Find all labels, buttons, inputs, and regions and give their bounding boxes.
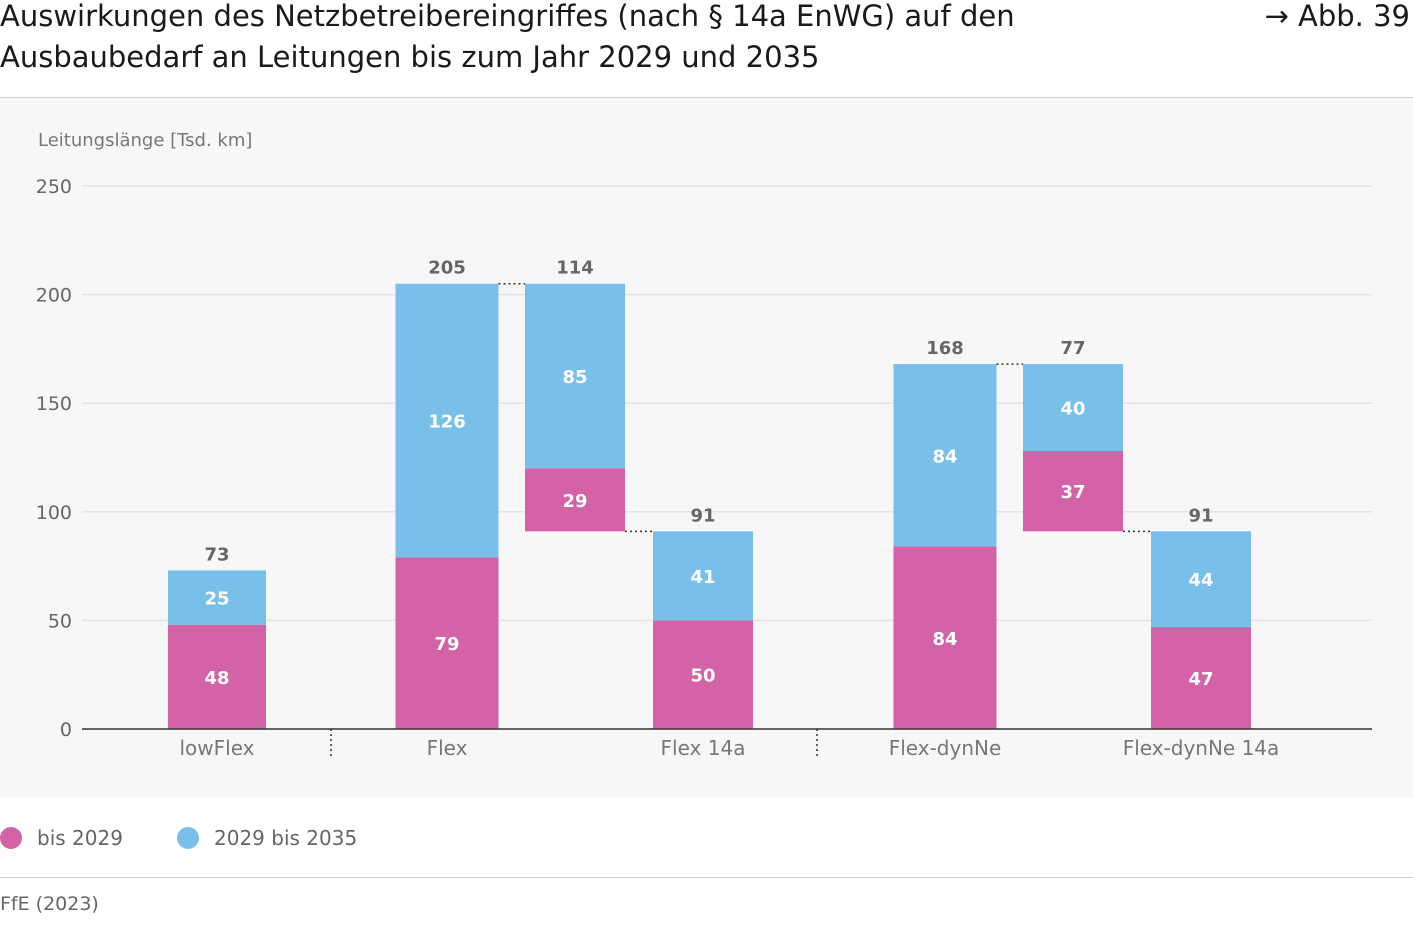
chart-canvas: Leitungslänge [Tsd. km] 0 50 100 150 200 250 48… — [36, 130, 1372, 760]
x-category-label: Flex 14a — [661, 736, 746, 760]
data-label-2029-bis-2035: 41 — [690, 567, 715, 588]
data-label-2029-bis-2035: 126 — [428, 412, 466, 433]
data-label-2029-bis-2035: 44 — [1188, 570, 1213, 591]
data-label-2029-bis-2035: 84 — [932, 446, 957, 467]
bar-segment-bis-2029 — [893, 546, 997, 729]
x-category-label: Flex-dynNe — [889, 736, 1002, 760]
chart-title: Auswirkungen des Netzbetreibereingriffes… — [0, 0, 1150, 78]
chart-title-line-1: Auswirkungen des Netzbetreibereingriffes… — [0, 0, 1015, 33]
legend-item-2029-bis-2035: 2029 bis 2035 — [177, 826, 357, 850]
data-label-bis-2029: 47 — [1188, 669, 1213, 690]
x-category-label: Flex — [427, 736, 468, 760]
x-category-label: Flex-dynNe 14a — [1123, 736, 1280, 760]
bar-segment-2029-bis-2035 — [1023, 364, 1123, 451]
y-tick-label: 150 — [36, 393, 72, 415]
bar-segment-bis-2029 — [395, 557, 499, 729]
y-tick-label: 100 — [36, 502, 72, 524]
y-tick-label: 0 — [60, 719, 72, 741]
header-divider — [0, 97, 1413, 98]
y-tick-label: 200 — [36, 285, 72, 307]
bar-segment-bis-2029 — [1023, 450, 1123, 532]
y-axis-label: Leitungslänge [Tsd. km] — [38, 130, 252, 151]
bar-segment-2029-bis-2035 — [1151, 531, 1251, 627]
data-label-bis-2029: 29 — [562, 491, 587, 512]
x-category-label: lowFlex — [180, 736, 255, 760]
bar-total-label: 114 — [556, 258, 594, 279]
data-label-2029-bis-2035: 85 — [562, 367, 587, 388]
footer-divider — [0, 877, 1413, 878]
data-label-bis-2029: 79 — [434, 634, 459, 655]
data-label-2029-bis-2035: 40 — [1060, 399, 1085, 420]
bar-segment-2029-bis-2035 — [168, 570, 266, 625]
bar-segment-2029-bis-2035 — [653, 531, 753, 621]
legend-label-bis-2029: bis 2029 — [37, 826, 123, 850]
figure-reference-link[interactable]: → Abb. 39 — [1264, 0, 1410, 33]
bar-segment-bis-2029 — [1151, 626, 1251, 729]
y-tick-label: 250 — [36, 176, 72, 198]
bar-total-label: 77 — [1060, 338, 1085, 359]
bar-total-label: 205 — [428, 258, 466, 279]
data-label-bis-2029: 50 — [690, 666, 715, 687]
bar-total-label: 91 — [690, 505, 715, 526]
data-label-bis-2029: 48 — [204, 668, 229, 689]
bar-total-label: 91 — [1188, 505, 1213, 526]
bar-total-label: 73 — [204, 544, 229, 565]
bar-segment-2029-bis-2035 — [893, 364, 997, 547]
y-tick-label: 50 — [48, 610, 72, 632]
legend-swatch-2029-bis-2035 — [177, 827, 199, 849]
legend-item-bis-2029: bis 2029 — [0, 826, 123, 850]
bar-total-label: 168 — [926, 338, 964, 359]
data-label-bis-2029: 84 — [932, 629, 957, 650]
bar-segment-2029-bis-2035 — [525, 283, 625, 469]
bar-segment-2029-bis-2035 — [395, 283, 499, 558]
data-label-2029-bis-2035: 25 — [204, 589, 229, 610]
source-note: FfE (2023) — [0, 893, 99, 915]
data-label-bis-2029: 37 — [1060, 482, 1085, 503]
legend-label-2029-bis-2035: 2029 bis 2035 — [214, 826, 358, 850]
bar-segment-bis-2029 — [525, 468, 625, 532]
legend-swatch-bis-2029 — [0, 827, 22, 849]
bar-segment-bis-2029 — [653, 620, 753, 729]
chart-title-line-2: Ausbaubedarf an Leitungen bis zum Jahr 2… — [0, 40, 820, 74]
bar-segment-bis-2029 — [168, 624, 266, 729]
